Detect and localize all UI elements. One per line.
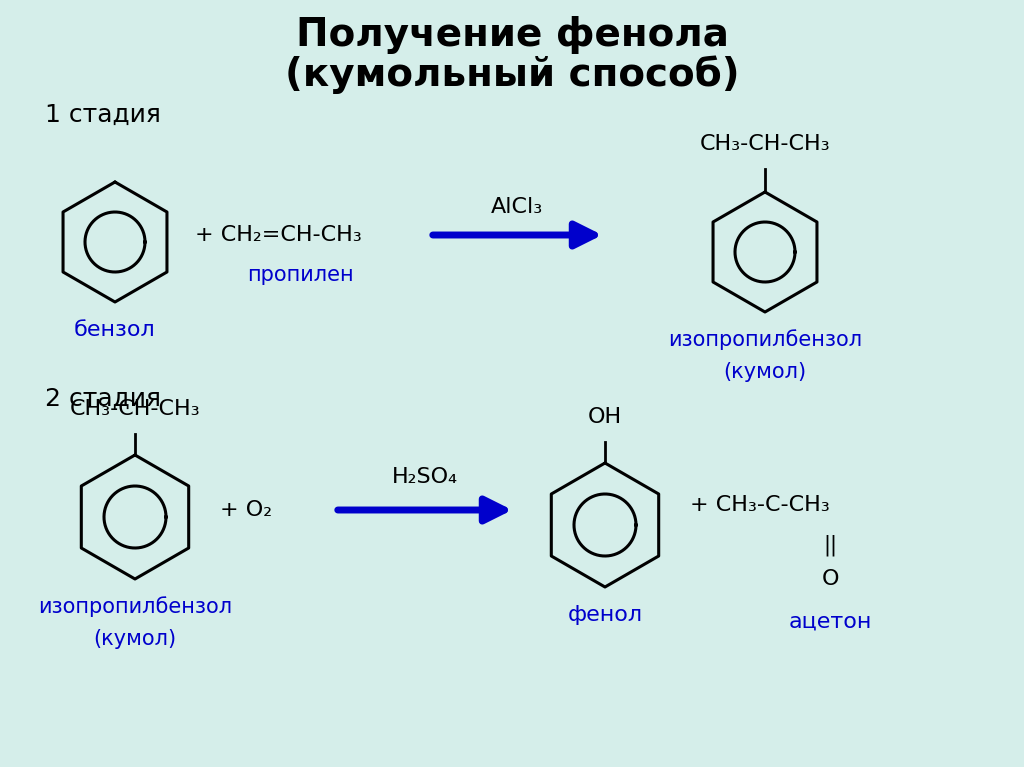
Text: H₂SO₄: H₂SO₄ (392, 467, 458, 487)
Text: CH₃-CH-CH₃: CH₃-CH-CH₃ (70, 399, 201, 419)
Text: Получение фенола: Получение фенола (296, 16, 728, 54)
Text: (кумольный способ): (кумольный способ) (285, 56, 739, 94)
Text: AlCl₃: AlCl₃ (490, 197, 543, 217)
Text: 2 стадия: 2 стадия (45, 387, 161, 411)
Text: O: O (821, 569, 839, 589)
Text: (кумол): (кумол) (723, 362, 807, 382)
Text: + CH₃-C-CH₃: + CH₃-C-CH₃ (690, 495, 829, 515)
Text: изопропилбензол: изопропилбензол (38, 597, 232, 617)
Text: ацетон: ацетон (788, 612, 871, 632)
Text: фенол: фенол (567, 605, 643, 625)
Text: + O₂: + O₂ (220, 500, 272, 520)
Text: + CH₂=CH-CH₃: + CH₂=CH-CH₃ (195, 225, 361, 245)
Text: 1 стадия: 1 стадия (45, 103, 161, 127)
Text: (кумол): (кумол) (93, 629, 176, 649)
Text: пропилен: пропилен (247, 265, 353, 285)
Text: ||: || (823, 535, 837, 556)
Text: изопропилбензол: изопропилбензол (668, 330, 862, 351)
Text: OH: OH (588, 407, 622, 427)
Text: бензол: бензол (74, 320, 156, 340)
Text: CH₃-CH-CH₃: CH₃-CH-CH₃ (699, 134, 830, 154)
